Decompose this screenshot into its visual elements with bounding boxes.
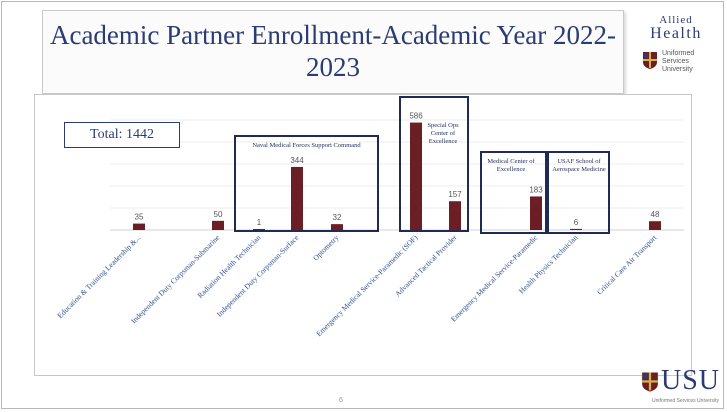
usu-large-shield-icon [642, 372, 658, 392]
data-label: 586 [409, 112, 423, 121]
bar [253, 229, 265, 230]
title-box: Academic Partner Enrollment-Academic Yea… [42, 10, 624, 94]
data-label: 183 [529, 185, 543, 194]
usu-mark: USU [661, 365, 721, 396]
total-value: 1442 [125, 127, 154, 142]
data-label: 157 [448, 190, 462, 199]
category-label: Independent Duty Corpsman-Surface [215, 233, 301, 319]
bar [331, 224, 343, 230]
slide-title: Academic Partner Enrollment-Academic Yea… [49, 20, 617, 82]
usu-bottom-logo: USU Uniformed Services University [641, 365, 719, 407]
usu-subtitle: Uniformed Services University [652, 398, 719, 404]
category-label: Critical Care Air Transport [595, 232, 659, 296]
logo-health-text: Health [650, 25, 702, 42]
total-box: Total: 1442 [64, 122, 180, 148]
bar [291, 166, 303, 230]
data-label: 48 [651, 210, 660, 219]
group-label-special-ops: Special Ops Center of Excellence [427, 122, 459, 145]
logo-usu-line2: Services [662, 58, 689, 65]
group-label-usaf: USAF School of Aerospace Medicine [552, 158, 606, 173]
data-label: 50 [214, 210, 223, 219]
category-label: Education & Training Leadership &... [55, 233, 142, 320]
usu-small-logo-text: Uniformed Services University [662, 50, 694, 74]
category-label: Optometry [311, 233, 341, 263]
bar [530, 196, 542, 230]
group-label-medical-center: Medical Center of Excellence [487, 158, 535, 173]
logo-usu-line1: Uniformed [662, 50, 695, 57]
bar [649, 221, 661, 230]
logo-usu-line3: University [662, 66, 693, 73]
group-box-medical-center [480, 151, 547, 234]
bar [133, 223, 145, 230]
group-box-special-ops [399, 96, 469, 232]
group-box-usaf [547, 151, 610, 234]
category-label: Emergency Medical Service-Paramedic [449, 233, 540, 324]
usu-shield-icon [643, 52, 657, 69]
page-number: 6 [339, 397, 343, 404]
data-label: 32 [333, 213, 342, 222]
data-label: 35 [135, 213, 144, 222]
data-label: 344 [290, 156, 304, 165]
category-label: Independent Duty Corpsman-Submarine [129, 233, 222, 326]
data-label: 6 [574, 218, 579, 227]
group-label-naval: Naval Medical Forces Support Command [252, 142, 361, 149]
bar [212, 220, 224, 230]
bar [570, 228, 582, 230]
total-label: Total: [90, 127, 123, 142]
group-box-naval [234, 135, 379, 232]
bar [449, 201, 461, 230]
allied-health-logo: Allied Health [640, 14, 712, 43]
logo-allied-text: Allied [659, 14, 693, 26]
data-label: 1 [257, 218, 262, 227]
bar [410, 122, 422, 230]
